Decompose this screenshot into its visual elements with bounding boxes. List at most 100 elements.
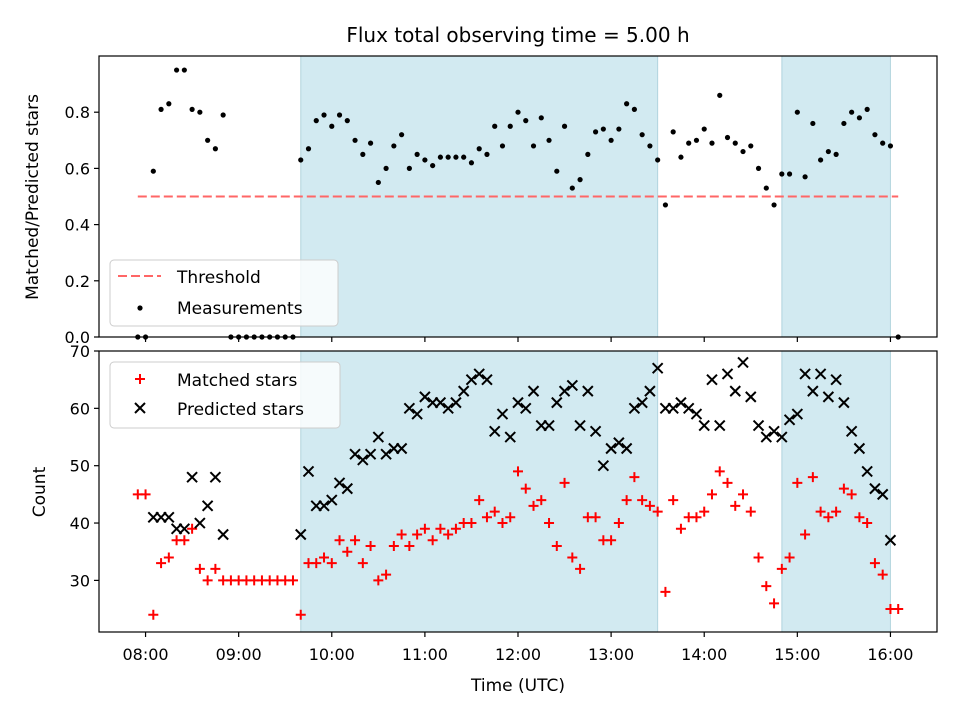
measurement-point: [856, 115, 863, 121]
matched-star-point: [652, 506, 663, 517]
predicted-star-point: [714, 419, 726, 432]
measurement-point: [561, 123, 568, 129]
predicted-star-point: [357, 454, 369, 466]
matched-star-point: [474, 495, 485, 506]
matched-star-point: [815, 506, 826, 517]
predicted-star-point: [489, 425, 501, 437]
top-legend: Threshold Measurements: [109, 259, 339, 327]
measurement-point: [189, 106, 195, 112]
matched-star-point: [489, 506, 500, 517]
predicted-star-point: [326, 494, 338, 506]
matched-star-point: [567, 552, 578, 563]
matched-star-point: [613, 518, 624, 529]
predicted-star-point: [163, 511, 175, 524]
predicted-star-point: [403, 402, 416, 415]
predicted-star-point: [551, 396, 563, 409]
measurement-point: [624, 101, 630, 107]
matched-star-point: [140, 489, 151, 500]
predicted-star-point: [822, 391, 835, 403]
measurement-point: [662, 202, 669, 208]
predicted-star-point: [597, 459, 610, 472]
matched-star-point: [311, 558, 322, 569]
matched-star-point: [466, 518, 477, 529]
measurement-point: [453, 154, 459, 160]
predicted-star-point: [582, 385, 594, 397]
measurement-point: [786, 171, 793, 177]
measurement-point: [391, 143, 397, 149]
predicted-star-point: [574, 419, 586, 432]
matched-star-point: [745, 506, 756, 517]
matched-star-point: [520, 483, 531, 494]
matched-star-point: [381, 569, 392, 580]
bottom-y-tick-label: 70: [70, 342, 90, 361]
predicted-star-point: [745, 391, 757, 403]
measurement-point: [181, 67, 187, 73]
matched-legend-label: Matched stars: [177, 371, 297, 391]
matched-star-point: [706, 489, 717, 500]
measurement-point: [305, 146, 312, 152]
measurement-point: [864, 106, 870, 112]
measurement-point: [585, 151, 591, 157]
predicted-star-points: [147, 356, 897, 546]
matched-star-point: [295, 609, 306, 620]
matched-star-point: [714, 466, 725, 477]
matched-legend-marker: [135, 374, 145, 384]
matched-star-point: [590, 512, 601, 523]
predicted-star-point: [799, 368, 811, 380]
measurement-point: [437, 154, 444, 160]
predicted-star-point: [473, 368, 485, 380]
predicted-star-point: [675, 396, 687, 409]
measurement-point: [670, 129, 676, 135]
predicted-star-point: [419, 391, 431, 403]
matched-star-point: [559, 477, 570, 488]
matched-star-point: [838, 483, 849, 494]
matched-star-point: [823, 512, 834, 523]
predicted-star-point: [457, 385, 470, 397]
predicted-star-point: [830, 373, 842, 386]
bottom-panel: 30 40 50 60 70 08:00 09:00 10:00 11:00 12:00 13:0…: [30, 342, 938, 696]
matched-star-points: [132, 466, 904, 620]
bottom-band-0: [300, 350, 659, 633]
matched-star-point: [699, 506, 710, 517]
matched-star-point: [156, 558, 167, 569]
matched-star-point: [862, 518, 873, 529]
measurement-point: [841, 120, 847, 127]
measurement-point: [655, 157, 661, 163]
matched-star-point: [776, 563, 787, 574]
matched-star-point: [575, 563, 586, 574]
measurement-point: [724, 134, 731, 141]
matched-star-point: [350, 535, 361, 546]
matched-star-point: [326, 558, 337, 569]
matched-star-point: [691, 512, 702, 523]
measurement-point: [748, 143, 754, 149]
matched-star-point: [319, 552, 330, 563]
bottom-y-axis-label: Count: [30, 466, 50, 517]
predicted-star-point: [776, 431, 788, 443]
bottom-y-axis: 30 40 50 60 70: [70, 342, 99, 590]
bottom-x-axis: 08:00 09:00 10:00 11:00 12:00 13:00 14:00 15:00…: [123, 632, 913, 664]
bottom-y-tick-label: 30: [70, 571, 90, 590]
measurement-point: [468, 160, 475, 166]
measurement-point: [158, 106, 164, 112]
measurement-point: [810, 120, 816, 127]
predicted-star-point: [605, 442, 617, 455]
matched-star-point: [877, 569, 888, 580]
measurement-point: [422, 157, 428, 163]
measurement-point: [709, 140, 715, 146]
measurement-point: [616, 126, 622, 132]
predicted-star-point: [442, 402, 454, 415]
measurement-point: [523, 118, 529, 124]
measurement-point: [173, 67, 180, 73]
predicted-star-point: [178, 523, 191, 535]
predicted-star-point: [341, 482, 354, 495]
predicted-star-point: [768, 425, 780, 437]
matched-star-point: [831, 506, 842, 517]
top-y-tick-label: 0.8: [65, 103, 90, 122]
predicted-star-point: [504, 431, 516, 443]
measurement-point: [406, 165, 412, 171]
chart-title: Flux total observing time = 5.00 h: [346, 23, 689, 47]
measurement-point: [631, 106, 637, 112]
predicted-star-point: [543, 419, 555, 432]
measurement-point: [476, 146, 482, 152]
bottom-y-tick-label: 50: [70, 457, 90, 476]
